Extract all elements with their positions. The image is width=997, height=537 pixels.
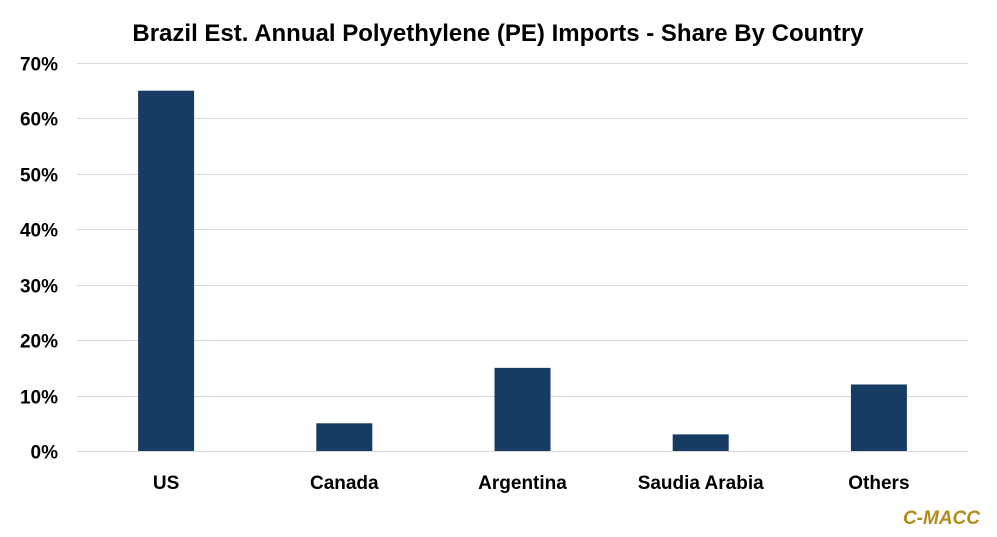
bar-argentina (494, 367, 551, 451)
y-axis-ticks: 0% 10% 20% 30% 40% 50% 60% 70% (20, 55, 58, 464)
bars (138, 90, 907, 451)
x-category-label: Saudia Arabia (638, 473, 764, 494)
chart-title: Brazil Est. Annual Polyethylene (PE) Imp… (132, 20, 864, 47)
y-tick-label: 0% (31, 443, 59, 464)
x-category-label: Argentina (478, 473, 567, 494)
y-tick-label: 10% (20, 388, 58, 409)
watermark-logo: C-MACC (903, 508, 980, 529)
y-tick-label: 50% (20, 166, 58, 187)
bar-us (138, 90, 195, 451)
y-tick-label: 60% (20, 110, 58, 131)
y-tick-label: 40% (20, 221, 58, 242)
bar-others (850, 384, 907, 451)
gridlines (77, 63, 968, 452)
x-axis-categories: US Canada Argentina Saudia Arabia Others (153, 473, 910, 494)
bar-canada (316, 423, 373, 451)
y-tick-label: 70% (20, 55, 58, 76)
y-tick-label: 20% (20, 332, 58, 353)
x-category-label: Canada (310, 473, 379, 494)
x-category-label: Others (848, 473, 909, 494)
y-tick-label: 30% (20, 277, 58, 298)
x-category-label: US (153, 473, 179, 494)
bar-saudia-arabia (672, 434, 729, 451)
